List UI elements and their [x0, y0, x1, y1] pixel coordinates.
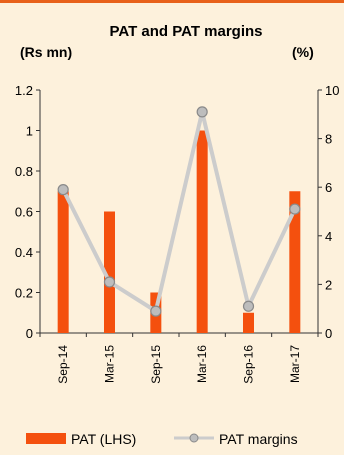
- right-tick-label: 6: [325, 180, 332, 195]
- pat-bar: [243, 312, 254, 333]
- pat-bar: [196, 130, 208, 333]
- legend-swatch-margin-point: [189, 433, 199, 443]
- x-category-label: Sep-14: [56, 345, 70, 384]
- pat-margin-point: [242, 300, 255, 312]
- right-tick-label: 10: [325, 83, 339, 98]
- right-tick-label: 8: [325, 132, 332, 147]
- legend: PAT (LHS) PAT margins: [26, 431, 298, 447]
- left-tick-label: 0: [26, 326, 33, 341]
- pat-margin-point: [103, 276, 116, 288]
- pat-margin-point: [57, 184, 69, 196]
- pat-bar: [104, 211, 115, 333]
- pat-bars: [57, 130, 301, 333]
- pat-margin-point: [150, 305, 162, 317]
- left-tick-label: 0.8: [15, 164, 33, 179]
- pat-margin-point: [289, 203, 301, 215]
- x-category-label: Mar-17: [288, 345, 302, 383]
- right-tick-label: 2: [325, 277, 332, 292]
- left-tick-label: 0.6: [15, 205, 33, 220]
- left-tick-label: 0.4: [15, 245, 33, 260]
- right-tick-label: 4: [325, 229, 332, 244]
- left-axis-unit: (Rs mn): [20, 44, 72, 60]
- pat-margin-point: [196, 106, 208, 118]
- chart-title: PAT and PAT margins: [109, 23, 262, 40]
- pat-chart: PAT and PAT margins (Rs mn) (%) 00.20.40…: [15, 23, 340, 447]
- pat-margin-series-line: [61, 109, 297, 314]
- x-category-label: Mar-16: [195, 345, 209, 383]
- left-tick-label: 1.2: [15, 83, 33, 98]
- left-tick-label: 0.2: [15, 286, 33, 301]
- legend-label-pat: PAT (LHS): [71, 431, 136, 447]
- right-axis-unit: (%): [292, 44, 314, 60]
- left-tick-label: 1: [26, 124, 33, 139]
- x-category-label: Mar-15: [103, 345, 117, 383]
- right-tick-label: 0: [325, 326, 332, 341]
- x-category-label: Sep-15: [149, 345, 163, 384]
- x-category-label: Sep-16: [242, 345, 256, 384]
- pat-bar: [57, 191, 69, 333]
- legend-label-margin: PAT margins: [219, 431, 298, 447]
- axes: 0 0.2 0.4 0.6 0.8 1 1.2 0 2 4 6 8 10 Sep-14 Mar-15 Sep-…: [15, 83, 340, 384]
- legend-swatch-pat: [26, 433, 66, 444]
- pat-bar: [289, 191, 301, 333]
- pat-margin-line: [57, 106, 301, 317]
